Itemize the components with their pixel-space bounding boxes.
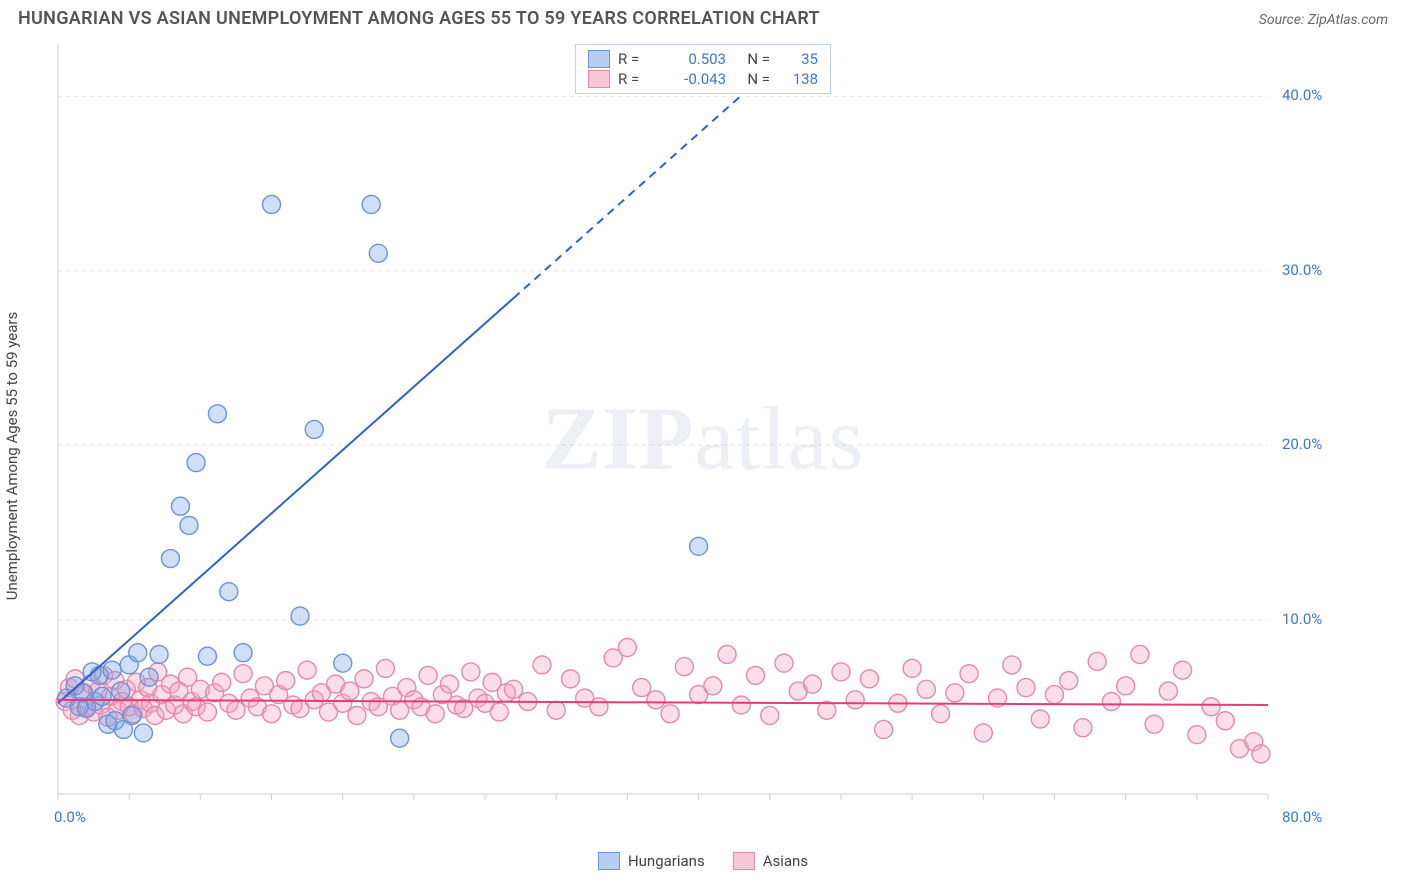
chart-title: HUNGARIAN VS ASIAN UNEMPLOYMENT AMONG AG… [18, 8, 820, 29]
stats-legend: R = 0.503 N = 35 R = -0.043 N = 138 [575, 44, 831, 94]
swatch-0 [588, 50, 610, 68]
y-tick-label: 20.0% [1282, 435, 1322, 453]
x-axis-min-label: 0.0% [54, 808, 86, 826]
series-legend: Hungarians Asians [598, 852, 808, 870]
swatch-asians [733, 852, 755, 870]
y-axis-label: Unemployment Among Ages 55 to 59 years [3, 312, 21, 600]
legend-item-0: Hungarians [598, 852, 705, 870]
swatch-1 [588, 70, 610, 88]
legend-item-1: Asians [733, 852, 808, 870]
scatter-plot [18, 38, 1338, 828]
stats-row-1: R = -0.043 N = 138 [588, 69, 818, 89]
stats-row-0: R = 0.503 N = 35 [588, 49, 818, 69]
chart-container: Unemployment Among Ages 55 to 59 years Z… [18, 38, 1388, 874]
y-tick-label: 40.0% [1282, 86, 1322, 104]
y-tick-label: 30.0% [1282, 261, 1322, 279]
x-axis-max-label: 80.0% [1282, 808, 1322, 826]
source-attribution: Source: ZipAtlas.com [1259, 12, 1388, 28]
swatch-hungarians [598, 852, 620, 870]
y-tick-label: 10.0% [1282, 610, 1322, 628]
